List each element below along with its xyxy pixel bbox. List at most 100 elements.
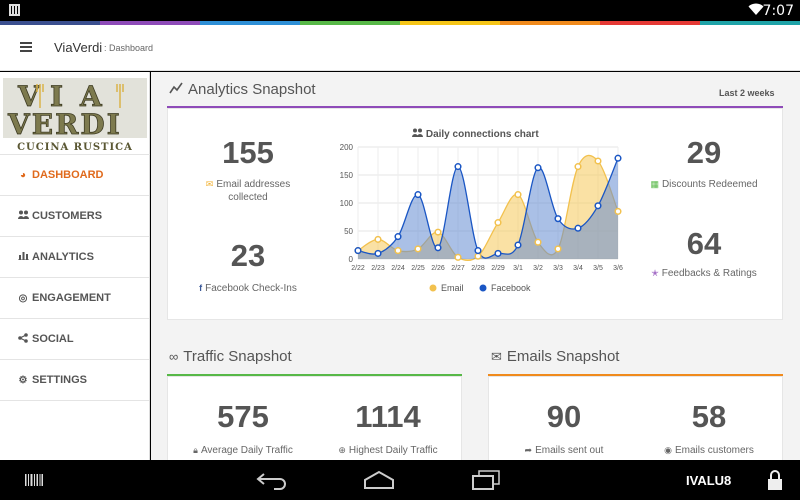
- checkins-count: 23: [230, 238, 266, 273]
- wifi-icon: [748, 3, 764, 15]
- bar-chart-icon: [17, 251, 29, 263]
- data-point: [494, 249, 502, 257]
- back-button-icon[interactable]: [256, 470, 288, 490]
- data-point: [594, 157, 602, 165]
- app-header: ViaVerdi : Dashboard: [0, 25, 800, 71]
- facebook-icon: f: [199, 283, 203, 293]
- emails-sent-label: ➦ Emails sent out: [524, 445, 604, 456]
- data-point: [474, 252, 482, 260]
- home-button-icon[interactable]: [362, 470, 396, 490]
- avg-traffic-value: 575: [217, 399, 269, 434]
- analytics-section-title: Analytics Snapshot: [169, 81, 316, 98]
- data-point: [614, 207, 622, 215]
- traffic-section-title: ∞ Traffic Snapshot: [169, 348, 292, 365]
- barcode-icon[interactable]: [25, 474, 43, 486]
- data-point: [434, 228, 442, 236]
- color-strip-segment: [300, 21, 400, 25]
- y-tick-label: 0: [349, 255, 354, 264]
- daily-connections-chart: 0 50 100 150 200 2/22 2/23 2/24 2/25 2/26 2/27 2/28…: [340, 143, 623, 293]
- legend-marker: [428, 283, 438, 293]
- data-point: [394, 247, 402, 255]
- share-icon: [17, 332, 29, 346]
- data-point: [494, 219, 502, 227]
- emails-panel: 90 ➦ Emails sent out 58 ◉ Emails customers: [488, 376, 783, 460]
- sidebar-item-customers[interactable]: CUSTOMERS: [0, 196, 149, 237]
- x-tick-label: 2/23: [371, 265, 385, 272]
- sidebar-item-social[interactable]: SOCIAL: [0, 319, 149, 360]
- data-point: [554, 245, 562, 253]
- sidebar-item-label: DASHBOARD: [32, 169, 104, 181]
- x-tick-label: 2/25: [411, 265, 425, 272]
- brand-logo: V I A VERDI CUCINA RUSTICA: [0, 72, 150, 155]
- sidebar-item-label: SETTINGS: [32, 374, 88, 386]
- color-strip-segment: [400, 21, 500, 25]
- data-point: [534, 164, 542, 172]
- bullseye-icon: ◎: [18, 292, 28, 304]
- y-tick-label: 200: [340, 143, 354, 152]
- analytics-accent-rule: [167, 106, 783, 108]
- x-tick-label: 2/24: [391, 265, 405, 272]
- emails-sent-value: 90: [546, 399, 582, 434]
- data-point: [374, 249, 382, 257]
- ticket-icon: ▦: [650, 179, 659, 189]
- feedback-count: 64: [686, 226, 722, 261]
- star-icon: ✭: [651, 268, 659, 278]
- x-tick-label: 2/28: [471, 265, 485, 272]
- sidebar-item-analytics[interactable]: ANALYTICS: [0, 237, 149, 278]
- color-strip-segment: [700, 21, 800, 25]
- brand-label: IVALU8: [686, 473, 732, 488]
- recent-apps-button-icon[interactable]: [472, 470, 500, 490]
- x-tick-label: 3/2: [533, 265, 543, 272]
- lock-icon[interactable]: [767, 469, 783, 491]
- analytics-panel: 155 ✉ Email addresses collected 23 f Faceb…: [167, 108, 783, 320]
- sidebar-item-label: ANALYTICS: [32, 251, 94, 263]
- traffic-accent-rule: [167, 374, 462, 376]
- sidebar-item-label: CUSTOMERS: [32, 210, 103, 222]
- discounts-count: 29: [686, 135, 722, 170]
- data-point: [554, 215, 562, 223]
- legend-label: Facebook: [491, 283, 531, 293]
- arrow-circle-up-icon: ⊕: [338, 445, 346, 455]
- y-tick-label: 50: [344, 227, 353, 236]
- data-point: [594, 202, 602, 210]
- sidebar-item-dashboard[interactable]: ◕ DASHBOARD: [0, 155, 149, 196]
- y-tick-label: 100: [340, 199, 354, 208]
- data-point: [394, 233, 402, 241]
- email-label: ✉ Email addresses collected: [205, 179, 291, 203]
- users-icon: [17, 210, 29, 222]
- data-point: [514, 191, 522, 199]
- envelope-icon: ✉: [491, 349, 502, 364]
- color-strip-segment: [200, 21, 300, 25]
- avg-traffic-label: 🔒︎ Average Daily Traffic: [193, 445, 293, 456]
- chart-title: Daily connections chart: [338, 128, 613, 140]
- data-point: [434, 244, 442, 252]
- clock: 7:07: [762, 3, 794, 19]
- x-tick-label: 3/4: [573, 265, 583, 272]
- sidebar-item-settings[interactable]: ⚙ SETTINGS: [0, 360, 149, 401]
- main-content: Analytics Snapshot Last 2 weeks 155 ✉ Ema…: [151, 72, 800, 460]
- data-point: [574, 224, 582, 232]
- color-strip-segment: [600, 21, 700, 25]
- lock-icon: 🔒︎: [193, 445, 198, 455]
- feedback-label: ✭ Feedbacks & Ratings: [651, 268, 757, 279]
- svg-text:CUCINA RUSTICA: CUCINA RUSTICA: [17, 142, 133, 153]
- sidebar-item-label: SOCIAL: [32, 333, 74, 345]
- series-line-facebook: [357, 157, 619, 259]
- emails-customers-label: ◉ Emails customers: [664, 445, 754, 456]
- sidebar-item-engagement[interactable]: ◎ ENGAGEMENT: [0, 278, 149, 319]
- discounts-label: ▦ Discounts Redeemed: [650, 179, 758, 190]
- series-area-facebook: [358, 158, 618, 259]
- high-traffic-value: 1114: [355, 399, 421, 434]
- data-point: [414, 191, 422, 199]
- data-point: [374, 235, 382, 243]
- x-tick-label: 2/27: [451, 265, 465, 272]
- menu-icon[interactable]: [20, 42, 32, 52]
- data-point: [354, 247, 362, 255]
- date-range: Last 2 weeks: [719, 88, 775, 98]
- x-tick-label: 2/26: [431, 265, 445, 272]
- x-tick-label: 3/5: [593, 265, 603, 272]
- x-tick-label: 3/6: [613, 265, 623, 272]
- status-bar: 7:07: [0, 0, 800, 21]
- share-arrow-icon: ➦: [524, 445, 533, 455]
- color-strip-segment: [100, 21, 200, 25]
